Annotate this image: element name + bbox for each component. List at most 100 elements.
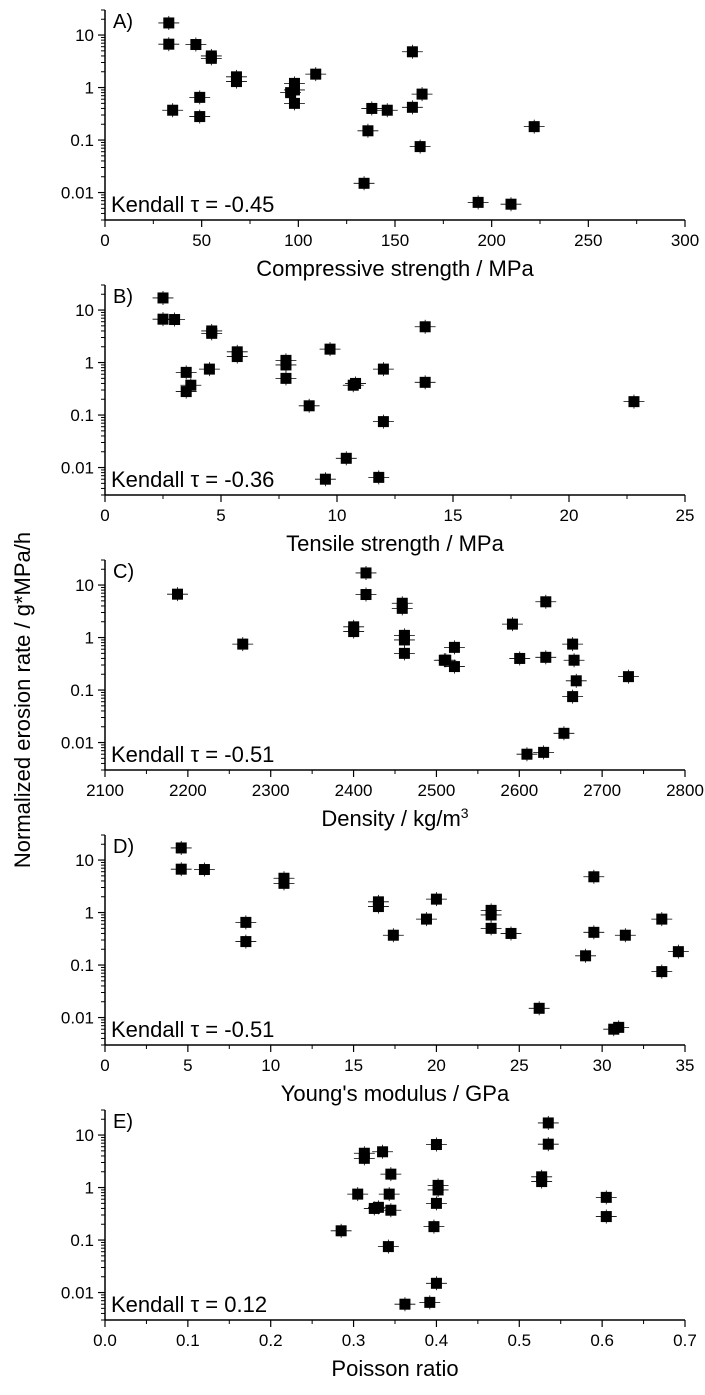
y-tick-label: 0.01 — [61, 459, 94, 478]
data-point — [536, 1176, 548, 1188]
data-point — [619, 929, 631, 941]
x-tick-label: 5 — [183, 1056, 192, 1075]
data-point — [280, 372, 292, 384]
data-point — [622, 671, 634, 683]
x-axis-label: Density / kg/m3 — [321, 805, 468, 831]
x-tick-label: 0.1 — [176, 1331, 200, 1350]
x-tick-label: 10 — [261, 1056, 280, 1075]
y-tick-label: 0.1 — [70, 131, 94, 150]
panel-b: 0 5 10 15 20 25 0.01 0.1 1 10 B) Kendall τ = -0.36 T… — [61, 284, 695, 556]
data-point — [385, 1204, 397, 1216]
data-point — [398, 647, 410, 659]
x-tick-label: 15 — [444, 506, 463, 525]
data-point — [398, 634, 410, 646]
data-point — [231, 351, 243, 363]
data-point — [360, 567, 372, 579]
data-point — [198, 864, 210, 876]
data-point — [230, 76, 242, 88]
x-tick-label: 35 — [676, 1056, 695, 1075]
y-tick-label: 0.01 — [61, 734, 94, 753]
data-point — [430, 893, 442, 905]
data-point — [372, 1201, 384, 1213]
data-point — [237, 638, 249, 650]
data-point — [194, 91, 206, 103]
y-tick-label: 1 — [85, 1179, 94, 1198]
data-point — [440, 654, 452, 666]
data-point — [514, 652, 526, 664]
data-point — [172, 588, 183, 600]
data-point — [335, 1225, 347, 1237]
data-point — [485, 922, 497, 934]
y-tick-label: 10 — [75, 26, 94, 45]
data-point — [175, 842, 187, 854]
x-tick-label: 0.4 — [425, 1331, 449, 1350]
x-tick-label: 30 — [593, 1056, 612, 1075]
x-tick-label: 0.3 — [342, 1331, 366, 1350]
data-point — [347, 379, 359, 391]
shared-y-axis-label: Normalized erosion rate / g*MPa/h — [10, 532, 35, 868]
y-tick-label: 0.1 — [70, 406, 94, 425]
x-tick-label: 300 — [671, 231, 699, 250]
data-point — [377, 416, 389, 428]
data-point — [280, 359, 292, 371]
data-point — [358, 177, 370, 189]
x-tick-label: 25 — [510, 1056, 529, 1075]
data-point — [157, 292, 169, 304]
kendall-annotation: Kendall τ = -0.51 — [111, 1017, 274, 1042]
data-point — [319, 473, 331, 485]
data-point — [506, 618, 518, 630]
x-tick-label: 2600 — [500, 781, 538, 800]
data-point — [588, 926, 600, 938]
data-point — [175, 863, 187, 875]
data-point — [538, 746, 550, 758]
data-point — [352, 1188, 364, 1200]
data-point — [288, 97, 300, 109]
data-point — [600, 1211, 612, 1223]
data-point — [406, 101, 418, 113]
data-point — [288, 84, 300, 96]
data-point — [157, 313, 169, 325]
data-point — [399, 1298, 411, 1310]
x-tick-label: 150 — [381, 231, 409, 250]
data-point — [240, 936, 252, 948]
y-tick-label: 1 — [85, 354, 94, 373]
data-point — [383, 1188, 395, 1200]
data-point — [205, 52, 217, 64]
data-point — [362, 125, 374, 137]
data-point — [600, 1191, 612, 1203]
data-point — [203, 363, 215, 375]
data-point — [448, 661, 460, 673]
x-tick-label: 2100 — [86, 781, 124, 800]
data-point — [558, 727, 570, 739]
data-point — [163, 38, 175, 50]
data-point — [485, 909, 497, 921]
data-point — [190, 39, 202, 51]
data-point — [377, 363, 389, 375]
x-tick-label: 25 — [676, 506, 695, 525]
x-tick-label: 0.0 — [93, 1331, 117, 1350]
data-point — [419, 376, 431, 388]
x-tick-label: 2200 — [169, 781, 207, 800]
data-point — [180, 386, 192, 398]
panel-label: D) — [113, 836, 134, 858]
data-point — [360, 589, 372, 601]
data-point — [419, 321, 431, 333]
x-tick-label: 10 — [328, 506, 347, 525]
y-tick-label: 1 — [85, 629, 94, 648]
x-axis-label: Poisson ratio — [331, 1356, 458, 1381]
panel-label: C) — [113, 561, 134, 583]
x-axis-label-superscript: 3 — [461, 805, 469, 821]
data-point — [542, 1117, 554, 1129]
data-point — [448, 641, 460, 653]
data-point — [303, 400, 315, 412]
x-tick-label: 250 — [574, 231, 602, 250]
data-point — [240, 916, 252, 928]
y-tick-label: 1 — [85, 79, 94, 98]
panel-c: 2100 2200 2300 2400 2500 2600 2700 2800 0.01 0.1 1… — [61, 559, 704, 831]
data-point — [324, 343, 336, 355]
y-tick-label: 10 — [75, 851, 94, 870]
data-point — [528, 121, 540, 133]
x-tick-label: 20 — [427, 1056, 446, 1075]
data-point — [505, 927, 517, 939]
